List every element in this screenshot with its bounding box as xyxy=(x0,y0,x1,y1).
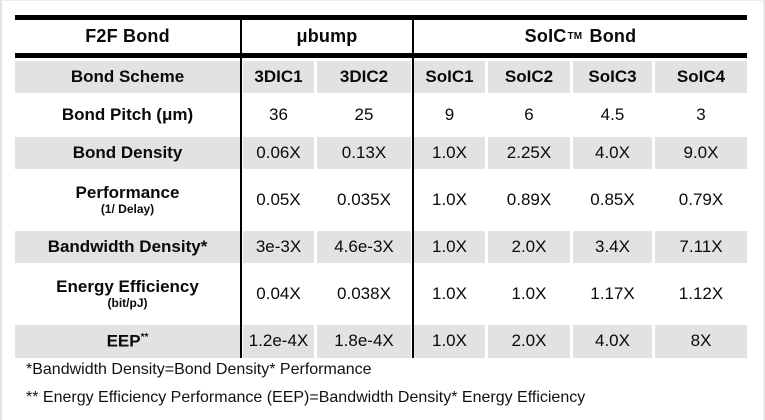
cell-bond-density-soic3: 4.0X xyxy=(573,137,652,169)
row-performance: Performance (1/ Delay) 0.05X 0.035X 1.0X… xyxy=(15,172,747,228)
row-bond-pitch: Bond Pitch (μm) 36 25 9 6 4.5 3 xyxy=(15,96,747,134)
soic-tm-superscript: TM xyxy=(567,31,583,42)
cell-bandwidth-3dic2: 4.6e-3X xyxy=(317,231,411,263)
group-header-soic-bond: SoIC TM Bond xyxy=(414,20,747,53)
cell-energy-soic4: 1.12X xyxy=(678,283,724,303)
row-label-bandwidth-density: Bandwidth Density* xyxy=(15,231,240,263)
cell-eep-3dic2: 1.8e-4X xyxy=(317,325,411,358)
row-bandwidth-density: Bandwidth Density* 3e-3X 4.6e-3X 1.0X 2.… xyxy=(15,231,747,263)
cell-bond-pitch-soic1: 9 xyxy=(444,104,455,124)
cell-performance-3dic2: 0.035X xyxy=(337,189,391,209)
cell-bond-density-soic4: 9.0X xyxy=(655,137,747,169)
row-label-performance: Performance (1/ Delay) xyxy=(15,172,240,228)
cell-bandwidth-3dic1: 3e-3X xyxy=(243,231,314,263)
performance-label: Performance xyxy=(75,182,180,202)
cell-bond-pitch-soic2: 6 xyxy=(524,104,534,124)
energy-efficiency-label: Energy Efficiency xyxy=(56,276,199,296)
col-header-bond-scheme: Bond Scheme xyxy=(15,61,240,93)
soic-label-post: Bond xyxy=(584,26,637,46)
footnote-bandwidth-density: *Bandwidth Density=Bond Density* Perform… xyxy=(26,361,372,378)
group-header-f2f-bond: F2F Bond xyxy=(85,26,170,46)
row-eep: EEP** 1.2e-4X 1.8e-4X 1.0X 2.0X 4.0X 8X xyxy=(15,325,747,358)
cell-performance-3dic1: 0.05X xyxy=(256,189,301,209)
cell-eep-soic2: 2.0X xyxy=(488,325,570,358)
cell-bandwidth-soic2: 2.0X xyxy=(488,231,570,263)
cell-bond-pitch-soic4: 3 xyxy=(696,104,706,124)
col-header-soic2: SoIC2 xyxy=(488,61,570,93)
cell-energy-soic3: 1.17X xyxy=(590,283,635,303)
cell-bandwidth-soic3: 3.4X xyxy=(573,231,652,263)
cell-energy-soic2: 1.0X xyxy=(511,283,547,303)
cell-eep-soic1: 1.0X xyxy=(414,325,485,358)
footnote-eep: ** Energy Efficiency Performance (EEP)=B… xyxy=(26,389,586,406)
header-divider xyxy=(15,53,747,58)
performance-sublabel: (1/ Delay) xyxy=(100,202,155,217)
comparison-table: F2F Bond μbump SoIC TM Bond Bond Scheme 3… xyxy=(15,15,747,358)
cell-bond-density-3dic2: 0.13X xyxy=(317,137,411,169)
cell-energy-3dic2: 0.038X xyxy=(337,283,391,303)
table-body: Bond Scheme 3DIC1 3DIC2 SoIC1 SoIC2 SoIC… xyxy=(15,58,747,358)
cell-bond-density-3dic1: 0.06X xyxy=(243,137,314,169)
cell-performance-soic2: 0.89X xyxy=(506,189,552,209)
col-header-3dic2: 3DIC2 xyxy=(317,61,411,93)
row-label-bond-density: Bond Density xyxy=(15,137,240,169)
soic-label-pre: SoIC xyxy=(524,26,567,46)
group-header-row: F2F Bond μbump SoIC TM Bond xyxy=(15,20,747,53)
cell-bond-pitch-3dic1: 36 xyxy=(269,104,288,124)
eep-superscript: ** xyxy=(140,331,149,343)
cell-bond-density-soic1: 1.0X xyxy=(414,137,485,169)
cell-performance-soic4: 0.79X xyxy=(678,189,724,209)
group-header-ubump: μbump xyxy=(296,26,358,46)
vertical-divider-right xyxy=(412,15,414,358)
row-label-bond-pitch: Bond Pitch (μm) xyxy=(61,104,194,124)
row-energy-efficiency: Energy Efficiency (bit/pJ) 0.04X 0.038X … xyxy=(15,266,747,322)
col-header-soic3: SoIC3 xyxy=(573,61,652,93)
eep-label-wrap: EEP** xyxy=(107,332,149,351)
cell-eep-soic4: 8X xyxy=(655,325,747,358)
row-label-eep: EEP** xyxy=(15,325,240,358)
col-header-soic1: SoIC1 xyxy=(414,61,485,93)
col-header-3dic1: 3DIC1 xyxy=(243,61,314,93)
cell-performance-soic3: 0.85X xyxy=(590,189,635,209)
cell-eep-3dic1: 1.2e-4X xyxy=(243,325,314,358)
column-header-row: Bond Scheme 3DIC1 3DIC2 SoIC1 SoIC2 SoIC… xyxy=(15,61,747,93)
energy-efficiency-sublabel: (bit/pJ) xyxy=(107,296,148,311)
cell-bond-pitch-soic3: 4.5 xyxy=(600,104,625,124)
cell-performance-soic1: 1.0X xyxy=(432,189,467,209)
cell-bandwidth-soic4: 7.11X xyxy=(655,231,747,263)
col-header-soic4: SoIC4 xyxy=(655,61,747,93)
eep-label: EEP xyxy=(106,331,141,351)
cell-eep-soic3: 4.0X xyxy=(573,325,652,358)
row-bond-density: Bond Density 0.06X 0.13X 1.0X 2.25X 4.0X… xyxy=(15,137,747,169)
cell-bond-density-soic2: 2.25X xyxy=(488,137,570,169)
cell-energy-soic1: 1.0X xyxy=(432,283,467,303)
cell-bond-pitch-3dic2: 25 xyxy=(354,104,374,124)
table-top-border xyxy=(15,15,747,20)
row-label-energy-efficiency: Energy Efficiency (bit/pJ) xyxy=(15,266,240,322)
cell-bandwidth-soic1: 1.0X xyxy=(414,231,485,263)
cell-energy-3dic1: 0.04X xyxy=(256,283,301,303)
vertical-divider-left xyxy=(240,15,242,358)
